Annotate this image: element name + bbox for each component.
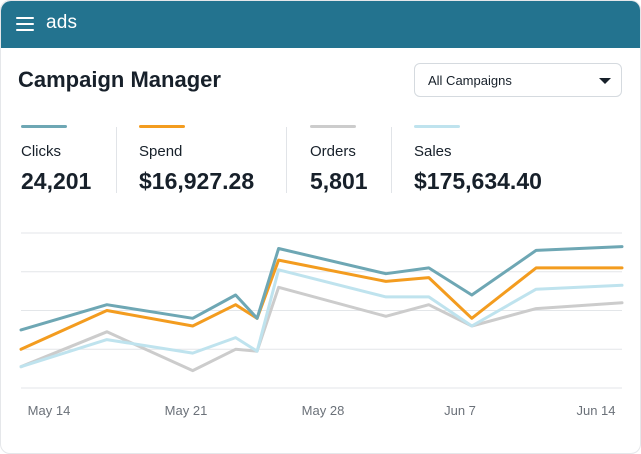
x-tick-label: Jun 7 [444, 403, 476, 418]
metric-label: Orders [310, 143, 356, 160]
metric-value: 5,801 [310, 168, 368, 194]
chevron-down-icon [599, 78, 611, 84]
menu-icon[interactable] [16, 17, 34, 31]
x-tick-label: May 21 [165, 403, 208, 418]
metric-divider [116, 127, 117, 193]
metric-label: Sales [414, 143, 452, 160]
x-tick-label: Jun 14 [576, 403, 615, 418]
campaign-filter-value: All Campaigns [428, 73, 512, 88]
metric-label: Spend [139, 143, 183, 160]
chart-series-line-2 [19, 285, 624, 373]
top-bar: ads [1, 1, 640, 48]
metric-color-swatch [310, 125, 356, 128]
brand-logo-text: ads [46, 12, 78, 33]
chart-series-line-0 [19, 245, 624, 332]
metric-value: $175,634.40 [414, 168, 542, 194]
campaign-filter-select[interactable]: All Campaigns [414, 63, 622, 97]
metric-value: $16,927.28 [139, 168, 255, 194]
metric-divider [286, 127, 287, 193]
chart-series-line-1 [19, 258, 624, 351]
metric-divider [391, 127, 392, 193]
x-tick-label: May 14 [28, 403, 71, 418]
metric-value: 24,201 [21, 168, 92, 194]
metric-color-swatch [21, 125, 67, 128]
x-tick-label: May 28 [302, 403, 345, 418]
metric-color-swatch [414, 125, 460, 128]
chart-series-line-3 [19, 268, 624, 369]
metric-label: Clicks [21, 143, 61, 160]
performance-line-chart: May 14 May 21 May 28 Jun 7 Jun 14 [19, 232, 624, 418]
metric-color-swatch [139, 125, 185, 128]
page-title: Campaign Manager [18, 67, 221, 92]
